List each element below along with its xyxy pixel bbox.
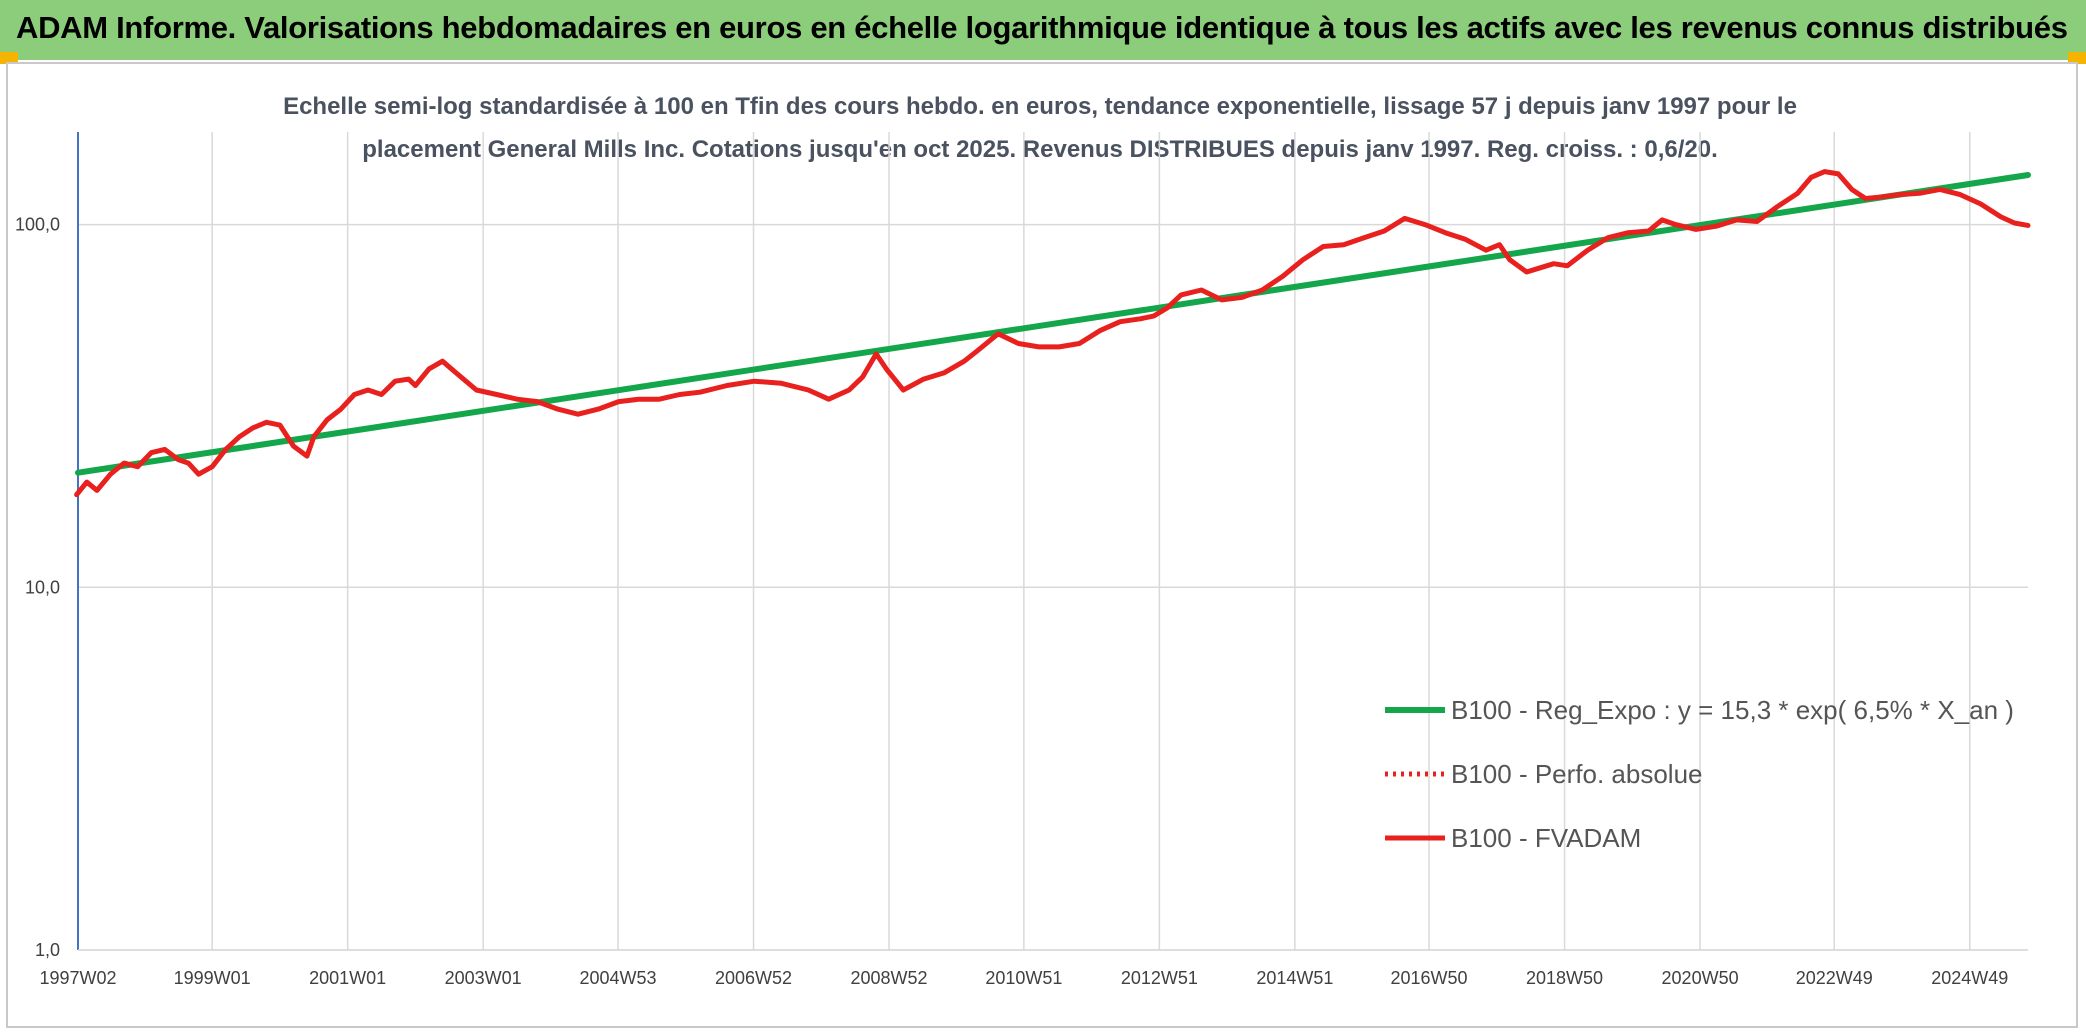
x-tick-label: 2008W52 — [851, 968, 928, 988]
corner-marker-right — [2068, 52, 2086, 64]
y-tick-label: 1,0 — [35, 940, 60, 960]
x-tick-label: 2003W01 — [445, 968, 522, 988]
y-tick-label: 10,0 — [25, 577, 60, 597]
chart-subtitle-line-2: placement General Mills Inc. Cotations j… — [362, 136, 1717, 163]
x-tick-label: 1997W02 — [39, 968, 116, 988]
series-line-2 — [74, 169, 2031, 498]
x-tick-label: 1999W01 — [174, 968, 251, 988]
series-line-0 — [75, 172, 2031, 476]
x-tick-label: 2012W51 — [1121, 968, 1198, 988]
title-banner: ADAM Informe. Valorisations hebdomadaire… — [0, 0, 2086, 60]
x-tick-label: 2010W51 — [985, 968, 1062, 988]
chart-subtitle-line-1: Echelle semi-log standardisée à 100 en T… — [283, 93, 1797, 120]
x-tick-label: 2004W53 — [579, 968, 656, 988]
y-tick-label: 100,0 — [15, 215, 60, 235]
corner-marker-left — [0, 52, 18, 64]
x-tick-label: 2018W50 — [1526, 968, 1603, 988]
x-tick-label: 2001W01 — [309, 968, 386, 988]
x-tick-label: 2022W49 — [1796, 968, 1873, 988]
x-tick-label: 2016W50 — [1391, 968, 1468, 988]
legend-label-1: B100 - Perfo. absolue — [1451, 759, 1703, 789]
report-title: ADAM Informe. Valorisations hebdomadaire… — [16, 10, 2068, 45]
x-tick-label: 2024W49 — [1931, 968, 2008, 988]
x-tick-label: 2020W50 — [1662, 968, 1739, 988]
x-tick-label: 2014W51 — [1256, 968, 1333, 988]
x-tick-label: 2006W52 — [715, 968, 792, 988]
legend-label-0: B100 - Reg_Expo : y = 15,3 * exp( 6,5% *… — [1451, 695, 2014, 725]
legend-label-2: B100 - FVADAM — [1451, 823, 1641, 853]
chart-frame — [6, 62, 2078, 1028]
